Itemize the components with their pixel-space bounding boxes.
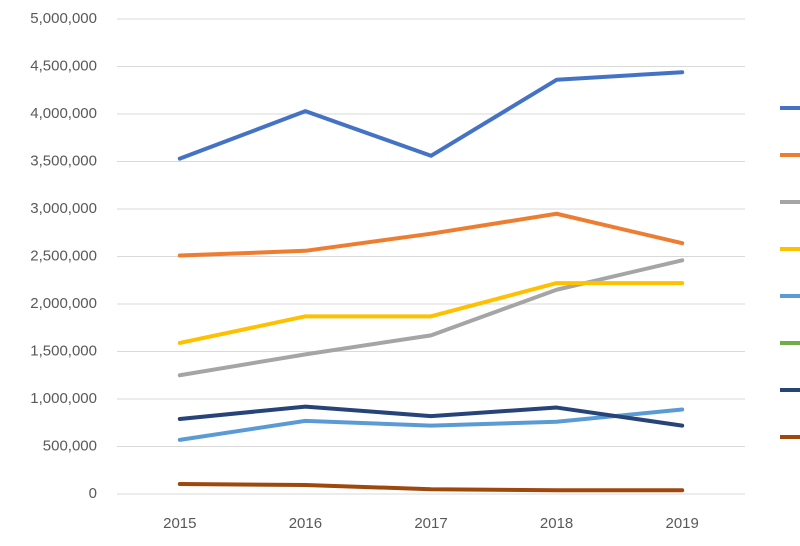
y-tick-label: 1,500,000 (30, 342, 97, 359)
y-tick-label: 4,000,000 (30, 105, 97, 122)
series-line (177, 482, 685, 493)
x-tick-label: 2015 (163, 515, 196, 532)
x-tick-label: 2018 (540, 515, 573, 532)
series-line (177, 211, 685, 258)
y-tick-label: 3,000,000 (30, 200, 97, 217)
series-line (177, 281, 685, 345)
y-tick-label: 3,500,000 (30, 152, 97, 169)
series-line (177, 70, 685, 161)
y-tick-label: 1,000,000 (30, 390, 97, 407)
y-tick-label: 4,500,000 (30, 57, 97, 74)
y-tick-label: 5,000,000 (30, 10, 97, 27)
series-line (177, 404, 685, 428)
y-tick-label: 2,000,000 (30, 295, 97, 312)
x-tick-label: 2016 (289, 515, 322, 532)
x-tick-label: 2017 (414, 515, 447, 532)
series-line (177, 407, 685, 442)
y-tick-label: 500,000 (43, 437, 97, 454)
y-tick-label: 0 (89, 485, 97, 502)
x-tick-label: 2019 (666, 515, 699, 532)
y-tick-label: 2,500,000 (30, 247, 97, 264)
series-line (177, 258, 685, 378)
